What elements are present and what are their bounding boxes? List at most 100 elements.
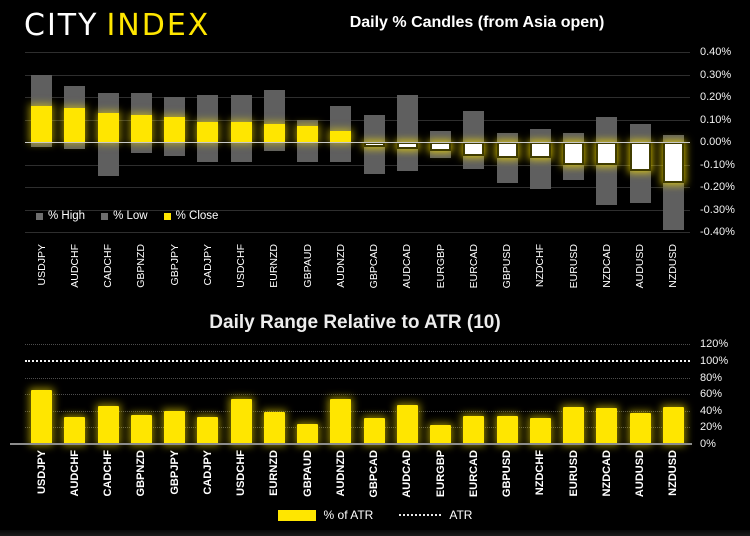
legend-atr-percent-label: % of ATR — [323, 508, 374, 522]
top-x-axis-label: EURCAD — [467, 244, 480, 289]
atr-percent-bar — [363, 418, 385, 444]
top-x-axis-label: AUDNZD — [334, 244, 347, 288]
bottom-x-axis-label: AUDUSD — [634, 450, 647, 498]
candle-close-bar — [596, 142, 618, 165]
top-x-axis-label: GBPAUD — [301, 244, 314, 288]
candle-close-bar — [463, 142, 485, 156]
atr-percent-bar — [164, 410, 186, 444]
bottom-y-tick-label: 100% — [700, 355, 729, 367]
top-x-axis-label: GBPUSD — [501, 244, 514, 289]
top-x-axis-label: AUDUSD — [634, 244, 647, 289]
candle-close-bar — [130, 115, 152, 142]
close-swatch-icon — [163, 212, 171, 220]
logo-city: CITY — [24, 8, 99, 43]
candle-close-bar — [629, 142, 651, 172]
candle-range-bar — [529, 128, 551, 190]
candle-close-bar — [64, 108, 86, 142]
atr-percent-bar — [629, 413, 651, 444]
candle-close-bar — [563, 142, 585, 165]
logo-index: INDEX — [106, 8, 211, 43]
candle-close-bar — [430, 142, 452, 151]
legend-item-high: % High — [36, 210, 85, 222]
top-x-axis-label: USDJPY — [35, 244, 48, 286]
candle-close-bar — [164, 117, 186, 142]
top-chart-title: Daily % Candles (from Asia open) — [349, 14, 605, 31]
bottom-x-axis-label: GBPJPY — [168, 450, 181, 495]
bottom-x-axis-label: GBPNZD — [135, 450, 148, 497]
top-gridline — [25, 164, 690, 166]
bottom-x-axis-label: AUDCHF — [68, 450, 81, 497]
top-y-tick-label: 0.30% — [700, 68, 732, 81]
atr-percent-bar — [430, 424, 452, 444]
bottom-dotted-gridline — [25, 377, 690, 379]
atr-percent-bar — [529, 418, 551, 444]
bottom-x-axis-label: EURNZD — [268, 450, 281, 496]
bottom-x-axis-label: USDCHF — [235, 450, 248, 496]
top-gridline — [25, 187, 690, 188]
candle-close-bar — [396, 142, 418, 149]
atr-percent-bar — [297, 424, 319, 444]
top-x-axis-label: NZDCHF — [534, 244, 547, 288]
candle-close-bar — [230, 121, 252, 142]
bottom-x-axis-line — [10, 443, 692, 445]
top-x-axis-label: GBPNZD — [135, 244, 148, 288]
legend-close-label: % Close — [175, 210, 219, 222]
bottom-x-axis-label: NZDCHF — [534, 450, 547, 496]
top-x-axis-label: NZDUSD — [667, 244, 680, 288]
bottom-y-tick-label: 0% — [700, 438, 716, 450]
atr-percent-swatch-icon — [277, 509, 316, 521]
top-gridline — [25, 97, 690, 98]
legend-low-label: % Low — [113, 210, 148, 222]
atr-percent-bar — [563, 407, 585, 444]
legend-high-label: % High — [48, 210, 86, 222]
bottom-dotted-gridline — [25, 394, 690, 396]
bottom-chart-legend: % of ATR ATR — [0, 508, 750, 522]
bottom-y-tick-label: 40% — [700, 404, 723, 417]
top-gridline — [25, 209, 690, 211]
bottom-x-axis-label: NZDCAD — [600, 450, 613, 497]
low-swatch-icon — [101, 212, 109, 220]
top-gridline — [25, 52, 690, 53]
top-x-axis-label: CADJPY — [201, 244, 214, 286]
atr-percent-bar — [396, 404, 418, 444]
candle-close-bar — [297, 126, 319, 142]
top-x-axis-label: GBPJPY — [168, 244, 181, 286]
city-index-logo: CITY INDEX — [24, 8, 210, 43]
top-x-axis-label: EURNZD — [268, 244, 281, 288]
atr-percent-bar — [463, 415, 485, 444]
top-x-axis-label: AUDCAD — [401, 244, 414, 289]
top-chart-legend: % High % Low % Close — [36, 210, 234, 222]
candle-close-bar — [97, 112, 119, 142]
candle-close-bar — [197, 121, 219, 142]
atr-percent-bar — [496, 415, 518, 444]
atr-percent-bar — [130, 414, 152, 444]
top-y-tick-label: -0.10% — [700, 158, 735, 171]
atr-percent-bar — [662, 406, 684, 444]
bottom-y-tick-label: 120% — [700, 338, 729, 351]
atr-reference-line — [25, 360, 690, 362]
bottom-dotted-gridline — [25, 344, 690, 346]
candle-close-bar — [496, 142, 518, 158]
atr-percent-bar — [64, 416, 86, 444]
top-y-tick-label: 0.10% — [700, 113, 732, 126]
top-gridline — [25, 74, 690, 76]
bottom-x-axis-label: CADJPY — [201, 450, 214, 495]
atr-percent-bar — [230, 399, 252, 444]
top-gridline — [25, 119, 690, 121]
bottom-x-axis-label: EURUSD — [567, 450, 580, 497]
candle-close-bar — [330, 130, 352, 142]
atr-percent-bar — [596, 408, 618, 444]
top-zero-gridline — [25, 142, 690, 143]
top-y-tick-label: 0.00% — [700, 136, 732, 148]
candle-range-bar — [463, 110, 485, 169]
bottom-y-tick-label: 60% — [700, 388, 723, 401]
bottom-x-axis-label: NZDUSD — [667, 450, 680, 496]
bottom-x-axis-label: AUDCAD — [401, 450, 414, 498]
top-y-tick-label: 0.40% — [700, 46, 732, 58]
top-y-tick-label: -0.30% — [700, 203, 735, 216]
bottom-y-tick-label: 20% — [700, 421, 723, 434]
bottom-x-axis-label: CADCHF — [102, 450, 115, 497]
legend-item-low: % Low — [101, 210, 148, 222]
top-y-tick-label: -0.40% — [700, 226, 735, 238]
